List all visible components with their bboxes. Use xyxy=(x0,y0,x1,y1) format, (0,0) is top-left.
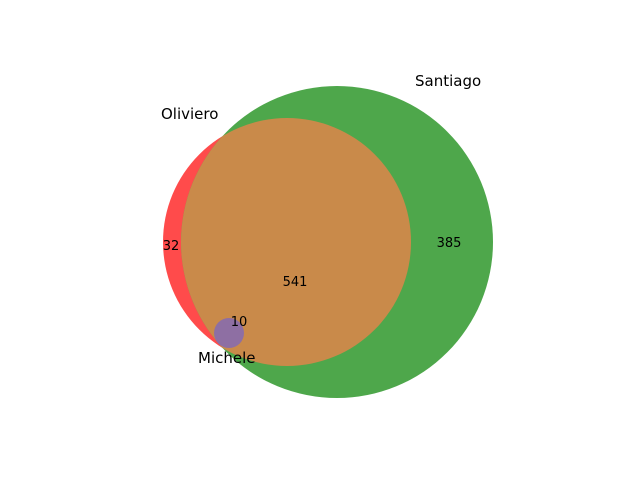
oliviero-santiago-overlap xyxy=(181,118,411,366)
set-label-michele: Michele xyxy=(198,349,256,367)
set-label-oliviero: Oliviero xyxy=(161,105,218,123)
michele-circle xyxy=(214,318,244,348)
region-count-santiago-only: 385 xyxy=(437,236,462,251)
region-count-oliviero-only: 32 xyxy=(163,239,180,254)
region-count-oliviero-santiago: 541 xyxy=(283,275,308,290)
set-label-santiago: Santiago xyxy=(415,72,481,90)
region-count-oliviero-michele: 10 xyxy=(231,315,248,330)
